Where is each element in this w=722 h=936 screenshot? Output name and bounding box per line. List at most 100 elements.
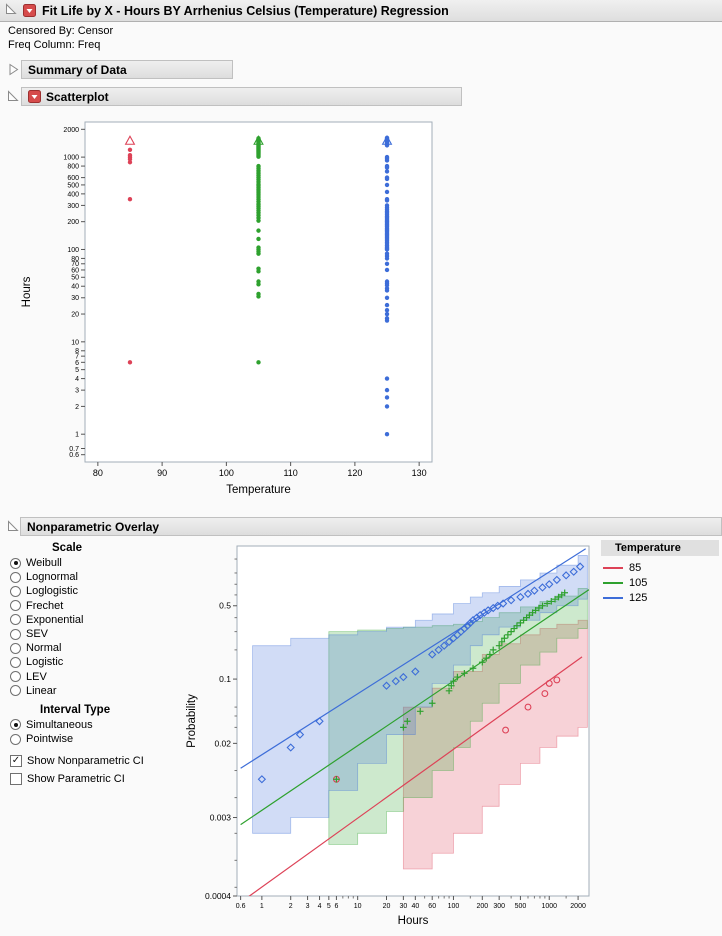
radio-icon [10, 571, 21, 583]
legend-title: Temperature [601, 540, 719, 556]
svg-text:2000: 2000 [570, 903, 586, 910]
svg-text:7: 7 [75, 354, 79, 361]
scale-option-linear[interactable]: Linear [6, 684, 184, 698]
svg-text:0.02: 0.02 [214, 738, 231, 748]
legend-line-swatch [603, 581, 623, 584]
probability-plot-canvas[interactable]: 0.6 1 2 3 4 5 6 10 20 30 40 60 100 200 300 500 1000 20000… [183, 538, 598, 934]
interval-option-pointwise[interactable]: Pointwise [6, 732, 184, 746]
y-axis-label: Hours [21, 276, 33, 307]
scale-option-lev[interactable]: LEV [6, 670, 184, 684]
radio-icon [10, 614, 21, 626]
scale-options: Weibull Lognormal Loglogistic Frechet Expone… [6, 556, 184, 698]
overlay-header[interactable]: Nonparametric Overlay [20, 517, 722, 536]
svg-text:80: 80 [71, 256, 79, 263]
ci-band-125 [252, 555, 588, 834]
option-label: Normal [26, 642, 62, 655]
svg-text:5: 5 [75, 367, 79, 374]
scale-option-frechet[interactable]: Frechet [6, 599, 184, 613]
disclosure-open-icon[interactable] [4, 2, 17, 20]
fit-line-105 [240, 589, 589, 826]
svg-text:70: 70 [71, 261, 79, 268]
overlay-title: Nonparametric Overlay [27, 519, 160, 534]
series-105-censored[interactable] [253, 135, 264, 145]
scale-option-weibull[interactable]: Weibull [6, 556, 184, 570]
plot-area[interactable] [240, 548, 589, 903]
option-label: Logistic [26, 656, 64, 669]
series-105[interactable] [256, 136, 261, 365]
y-axis-label: Probability [186, 694, 198, 748]
radio-icon [10, 628, 21, 640]
ci-band-85 [402, 619, 588, 870]
svg-text:0.6: 0.6 [236, 903, 246, 910]
legend-entry-105[interactable]: 105 [601, 575, 719, 590]
svg-text:0.0004: 0.0004 [205, 891, 231, 901]
red-triangle-menu-icon[interactable] [23, 4, 36, 17]
option-label: Loglogistic [26, 585, 78, 598]
freq-column-label: Freq Column: Freq [8, 39, 101, 51]
scale-option-exponential[interactable]: Exponential [6, 613, 184, 627]
series-125-censored[interactable] [381, 135, 393, 145]
scatterplot-title: Scatterplot [46, 89, 109, 104]
svg-text:0.7: 0.7 [69, 446, 79, 453]
svg-text:10: 10 [354, 903, 362, 910]
svg-text:100: 100 [448, 903, 460, 910]
option-label: Exponential [26, 613, 84, 626]
option-label: Simultaneous [26, 718, 93, 731]
svg-text:100: 100 [67, 247, 79, 254]
series-85-censored[interactable] [124, 135, 136, 145]
legend-entry-label: 125 [629, 591, 648, 604]
scale-option-lognormal[interactable]: Lognormal [6, 570, 184, 584]
svg-text:200: 200 [476, 903, 488, 910]
scatterplot-disclosure-open-icon[interactable] [6, 89, 20, 103]
main-outline-header: Fit Life by X - Hours BY Arrhenius Celsi… [0, 0, 722, 22]
scale-option-logistic[interactable]: Logistic [6, 655, 184, 669]
overlay-controls: Scale Weibull Lognormal Loglogistic Frechet… [6, 542, 184, 788]
interval-option-simultaneous[interactable]: Simultaneous [6, 718, 184, 732]
radio-icon [10, 685, 21, 697]
svg-text:600: 600 [67, 175, 79, 182]
page-title: Fit Life by X - Hours BY Arrhenius Celsi… [42, 3, 449, 18]
svg-text:3: 3 [306, 903, 310, 910]
checkbox-show-nonparametric-ci[interactable]: ✓ Show Nonparametric CI [6, 752, 184, 770]
scale-option-normal[interactable]: Normal [6, 641, 184, 655]
summary-header[interactable]: Summary of Data [21, 60, 233, 79]
svg-text:6: 6 [334, 903, 338, 910]
svg-text:10: 10 [71, 339, 79, 346]
checkbox-show-parametric-ci[interactable]: Show Parametric CI [6, 770, 184, 788]
scale-option-loglogistic[interactable]: Loglogistic [6, 584, 184, 598]
series-105[interactable] [333, 589, 569, 783]
legend-entry-85[interactable]: 85 [601, 560, 719, 575]
scatterplot-canvas[interactable]: 80 90 100 110 120 130200010008006005004003002… [14, 110, 466, 510]
svg-text:30: 30 [399, 903, 407, 910]
legend-entries: 85 105 125 [601, 560, 719, 605]
option-label: Pointwise [26, 733, 74, 746]
radio-icon [10, 719, 21, 731]
series-85[interactable] [127, 147, 133, 365]
scatterplot-header[interactable]: Scatterplot [21, 87, 462, 106]
svg-text:300: 300 [67, 203, 79, 210]
series-125[interactable] [257, 562, 585, 784]
fit-line-125 [240, 548, 586, 769]
legend-entry-125[interactable]: 125 [601, 590, 719, 605]
svg-text:0.5: 0.5 [219, 601, 231, 611]
svg-text:90: 90 [157, 468, 167, 478]
legend-line-swatch [603, 596, 623, 599]
svg-text:130: 130 [412, 468, 427, 478]
overlay-disclosure-open-icon[interactable] [6, 519, 20, 533]
svg-text:300: 300 [493, 903, 505, 910]
svg-text:800: 800 [67, 164, 79, 171]
svg-text:60: 60 [71, 267, 79, 274]
interval-options: Simultaneous Pointwise [6, 718, 184, 746]
plot-area[interactable] [124, 135, 393, 437]
svg-text:0.6: 0.6 [69, 452, 79, 459]
scale-option-sev[interactable]: SEV [6, 627, 184, 641]
svg-text:5: 5 [327, 903, 331, 910]
ci-band-105 [328, 588, 588, 845]
option-label: Lognormal [26, 571, 78, 584]
svg-text:20: 20 [71, 311, 79, 318]
plot-frame [236, 545, 590, 897]
scatterplot-red-triangle-menu-icon[interactable] [28, 90, 41, 103]
summary-disclosure-collapsed-icon[interactable] [6, 62, 20, 76]
radio-icon [10, 585, 21, 597]
svg-text:1000: 1000 [63, 155, 79, 162]
